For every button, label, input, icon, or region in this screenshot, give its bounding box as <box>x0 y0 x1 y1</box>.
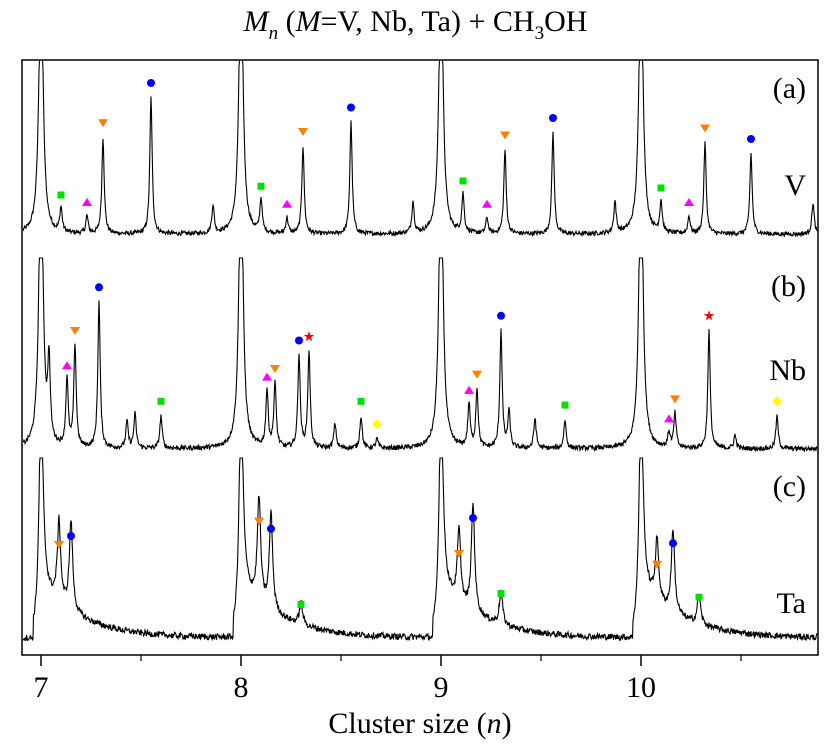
title-italic-m: M <box>295 5 321 38</box>
metal-label-nb: Nb <box>769 354 806 387</box>
marker-up-triangle-b-20 <box>664 414 674 423</box>
title-metal-symbol: M <box>243 5 269 38</box>
spectrum-trace-b <box>22 257 818 453</box>
plot-frame <box>21 59 819 656</box>
x-axis-title: Cluster size (n) <box>328 707 511 740</box>
marker-down-triangle-a-2 <box>98 119 108 128</box>
marker-down-triangle-b-21 <box>670 395 680 404</box>
title-subscript-n: n <box>268 23 279 44</box>
marker-circle-c-1 <box>67 532 75 540</box>
spectrum-trace-a <box>22 59 818 238</box>
x-axis-ticks: 7 8 9 10 <box>34 655 742 704</box>
marker-down-triangle-a-12 <box>500 131 510 140</box>
marker-circle-b-16 <box>497 311 505 320</box>
panel-label-a: (a) <box>773 72 806 105</box>
tick-label-8: 8 <box>234 671 249 704</box>
panel-label-b: (b) <box>771 270 806 303</box>
marker-down-triangle-b-2 <box>70 327 80 335</box>
marker-circle-a-18 <box>747 135 755 143</box>
marker-circle-a-3 <box>147 79 155 87</box>
marker-square-c-4 <box>297 600 305 608</box>
tick-label-9: 9 <box>434 671 449 704</box>
marker-up-triangle-a-6 <box>282 199 292 208</box>
marker-up-triangle-b-7 <box>262 372 272 381</box>
tick-label-10: 10 <box>626 671 656 704</box>
marker-star-b-22 <box>703 310 715 321</box>
tick-label-7: 7 <box>34 671 49 704</box>
marker-square-b-19 <box>561 401 569 409</box>
marker-up-triangle-a-1 <box>82 198 92 206</box>
marker-square-b-6 <box>157 397 165 405</box>
marker-circle-c-6 <box>469 514 477 522</box>
marker-up-triangle-a-11 <box>482 199 492 208</box>
marker-up-triangle-b-14 <box>464 385 474 394</box>
marker-down-triangle-a-17 <box>700 124 710 133</box>
marker-square-c-10 <box>695 593 703 601</box>
marker-diamond-b-13 <box>372 419 382 430</box>
title-subscript-3: 3 <box>534 23 545 44</box>
marker-down-triangle-c-8 <box>652 560 662 569</box>
marker-circle-b-3 <box>95 283 103 292</box>
marker-star-b-10 <box>303 331 315 342</box>
marker-square-a-15 <box>657 184 665 192</box>
marker-up-triangle-b-1 <box>62 361 72 370</box>
chart-title: Mn (M=V, Nb, Ta) + CH3OH <box>0 2 831 44</box>
marker-square-a-0 <box>57 191 65 199</box>
plot-border <box>21 59 819 656</box>
marker-down-triangle-c-5 <box>454 550 464 558</box>
marker-circle-b-9 <box>295 336 303 345</box>
panel-label-c: (c) <box>773 470 806 503</box>
title-rest: =V, Nb, Ta) + CH <box>320 5 535 38</box>
marker-square-b-12 <box>357 397 365 405</box>
peak-markers: (a) V (b) Nb (c) Ta <box>54 72 806 620</box>
marker-down-triangle-b-15 <box>472 370 482 379</box>
title-paren: ( <box>278 5 296 38</box>
marker-square-a-5 <box>257 182 265 190</box>
spectrum-trace-c <box>22 457 818 642</box>
marker-circle-c-9 <box>669 539 677 548</box>
spectra-traces <box>22 59 818 642</box>
title-tail: OH <box>544 5 588 38</box>
marker-circle-c-3 <box>267 524 275 533</box>
marker-down-triangle-b-8 <box>270 365 280 373</box>
marker-diamond-b-24 <box>772 396 782 407</box>
marker-up-triangle-a-16 <box>684 198 694 206</box>
marker-square-a-10 <box>459 177 467 185</box>
metal-label-ta: Ta <box>776 587 806 620</box>
marker-down-triangle-c-2 <box>254 517 264 526</box>
marker-down-triangle-a-7 <box>298 128 308 136</box>
metal-label-v: V <box>784 169 806 202</box>
marker-square-c-7 <box>497 590 505 598</box>
marker-circle-a-8 <box>347 103 355 112</box>
marker-circle-a-13 <box>549 114 557 122</box>
marker-down-triangle-c-0 <box>54 541 64 549</box>
